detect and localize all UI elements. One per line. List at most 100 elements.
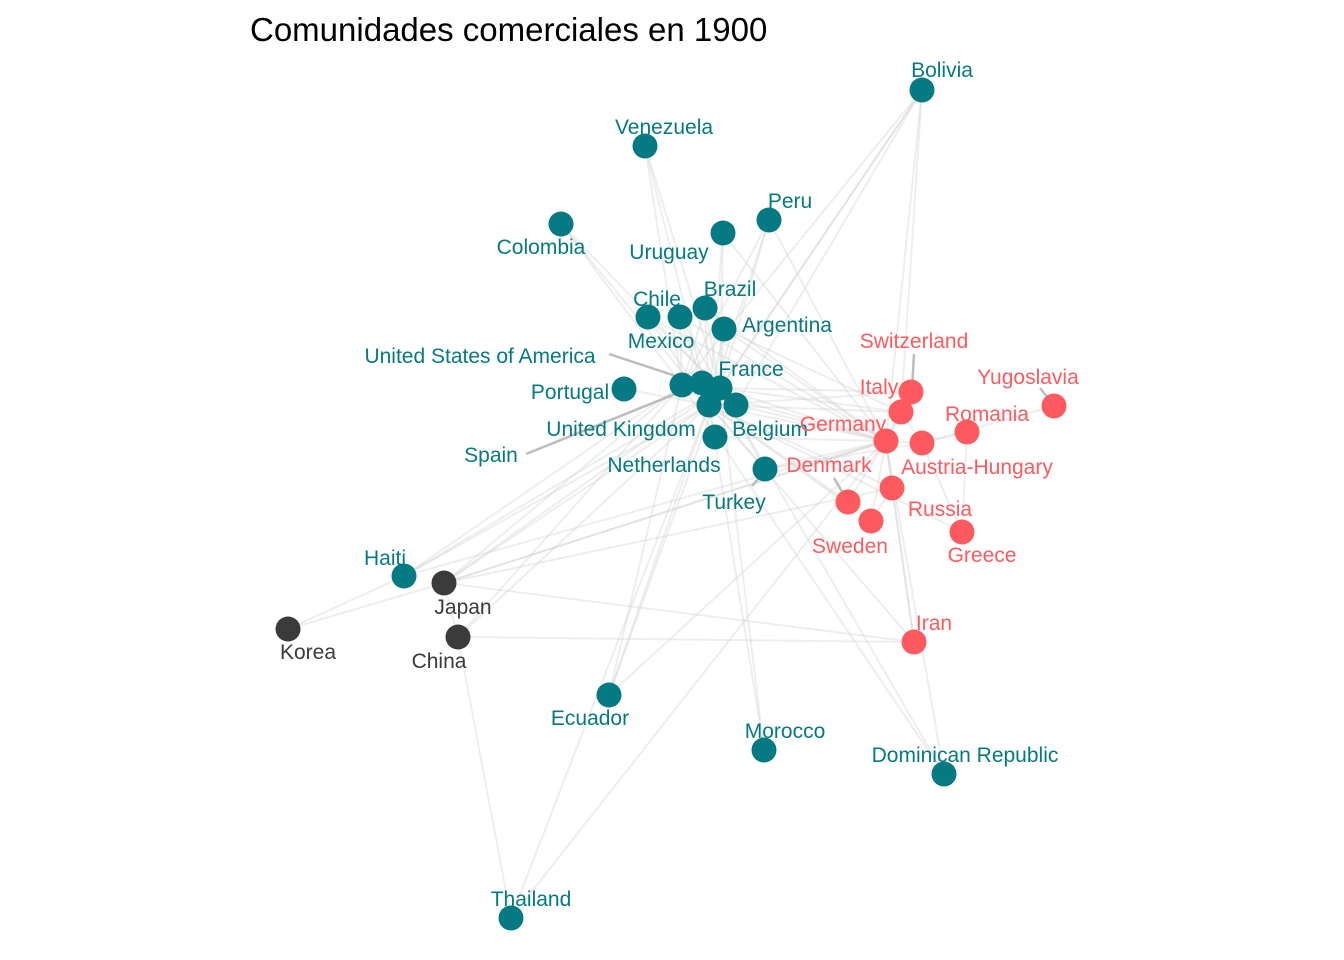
edge-usa-haiti [403, 384, 683, 577]
edge-uk-haiti [403, 404, 710, 577]
edge-germany-bolivia [885, 89, 923, 442]
edge-uk-greece [708, 404, 963, 533]
edge-france-bolivia [719, 89, 923, 389]
edge-france-japan [443, 387, 721, 584]
node-greece [949, 519, 975, 545]
node-sweden [858, 508, 884, 534]
label-belgium: Belgium [732, 418, 808, 441]
label-italy: Italy [860, 376, 899, 399]
edge-japan-germany [443, 440, 887, 584]
label-venezuela: Venezuela [615, 116, 713, 139]
label-chile: Chile [633, 288, 681, 311]
label-bolivia: Bolivia [911, 59, 973, 82]
label-uk: United Kingdom [546, 418, 695, 441]
edge-china-thailand [457, 636, 512, 919]
edge-uk-morocco [708, 404, 765, 751]
node-turkey [752, 456, 778, 482]
node-ecuador [596, 682, 622, 708]
label-ecuador: Ecuador [551, 707, 629, 730]
edge-uk-bolivia [708, 89, 923, 406]
label-greece: Greece [948, 544, 1017, 567]
edge-uk-iran [708, 404, 915, 643]
edge-japan-iran [443, 582, 915, 643]
edge-usa-brazil [681, 307, 706, 386]
node-haiti [391, 563, 417, 589]
edge-haiti-korea [287, 575, 405, 630]
edge-germany-mexico [679, 316, 887, 442]
node-labels: Bolivia Venezuela Peru Colombia Uruguay Brazi… [280, 59, 1079, 911]
label-japan: Japan [434, 596, 491, 619]
node-china [445, 624, 471, 650]
edge-france-uruguay [719, 232, 724, 389]
edge-germany-uruguay [722, 232, 887, 442]
chart-title: Comunidades comerciales en 1900 [250, 11, 767, 48]
node-yugoslavia [1041, 393, 1067, 419]
label-russia: Russia [908, 498, 973, 521]
edge-uk-peru [708, 219, 770, 406]
node-iran [901, 629, 927, 655]
node-brazil [692, 295, 718, 321]
label-spain: Spain [464, 444, 518, 467]
edge-uk-russia [708, 404, 893, 489]
edge-france-italy [719, 387, 902, 413]
edge-france-venezuela [644, 145, 721, 389]
node-russia [879, 475, 905, 501]
node-thailand [498, 905, 524, 931]
node-usa [669, 372, 695, 398]
edge-uk-japan [443, 404, 710, 584]
edge-germany-netherlands [714, 436, 887, 442]
node-dominican [931, 761, 957, 787]
edge-usa-dominican [681, 384, 945, 775]
edge-france-haiti [403, 387, 721, 577]
edge-germany-haiti [403, 440, 887, 577]
edge-germany-iran [885, 440, 915, 643]
node-uk [696, 392, 722, 418]
edge-belgium-bolivia [735, 89, 923, 406]
edge-germany-japan [443, 440, 887, 584]
node-germany [873, 428, 899, 454]
node-mexico [667, 304, 693, 330]
edge-germany-ecuador [608, 440, 887, 696]
edge-romania-greece [961, 431, 968, 533]
node-bolivia [909, 77, 935, 103]
node-portugal [611, 376, 637, 402]
node-switzerland [898, 379, 924, 405]
label-peru: Peru [768, 190, 812, 213]
edge-japan-russia [443, 487, 893, 584]
label-sweden: Sweden [812, 535, 888, 558]
edge-france-morocco [719, 387, 765, 751]
edge-france-switzerland [719, 387, 912, 393]
edge-italy-argentina [723, 328, 902, 413]
label-france: France [718, 358, 783, 381]
edge-austria-yugoslavia [921, 405, 1055, 444]
label-brazil: Brazil [704, 278, 757, 301]
edge-uk-ecuador [608, 404, 710, 696]
label-portugal: Portugal [531, 381, 609, 404]
node-argentina [711, 316, 737, 342]
node-chile [635, 304, 661, 330]
label-uruguay: Uruguay [629, 241, 709, 264]
label-korea: Korea [280, 641, 336, 664]
edge-france-ecuador [608, 387, 721, 696]
label-argentina: Argentina [742, 314, 832, 337]
label-iran: Iran [916, 612, 952, 635]
node-venezuela [632, 133, 658, 159]
edge-usa-peru [681, 219, 770, 386]
label-yugoslavia: Yugoslavia [977, 366, 1079, 389]
edge-germany-peru [768, 219, 887, 442]
edge-usa-venezuela [644, 145, 683, 386]
label-switzerland: Switzerland [860, 330, 969, 353]
edge-japan-korea [287, 582, 445, 630]
label-mexico: Mexico [628, 330, 695, 353]
node-uruguay [710, 220, 736, 246]
node-romania [954, 419, 980, 445]
edge-usa-china [457, 384, 683, 638]
label-romania: Romania [945, 403, 1029, 426]
edge-germany-sweden [870, 440, 887, 522]
label-colombia: Colombia [497, 236, 586, 259]
edge-germany-chile [647, 316, 887, 442]
edge-uk-turkey [708, 404, 766, 470]
edge-france-brazil [704, 307, 721, 389]
node-japan [431, 570, 457, 596]
